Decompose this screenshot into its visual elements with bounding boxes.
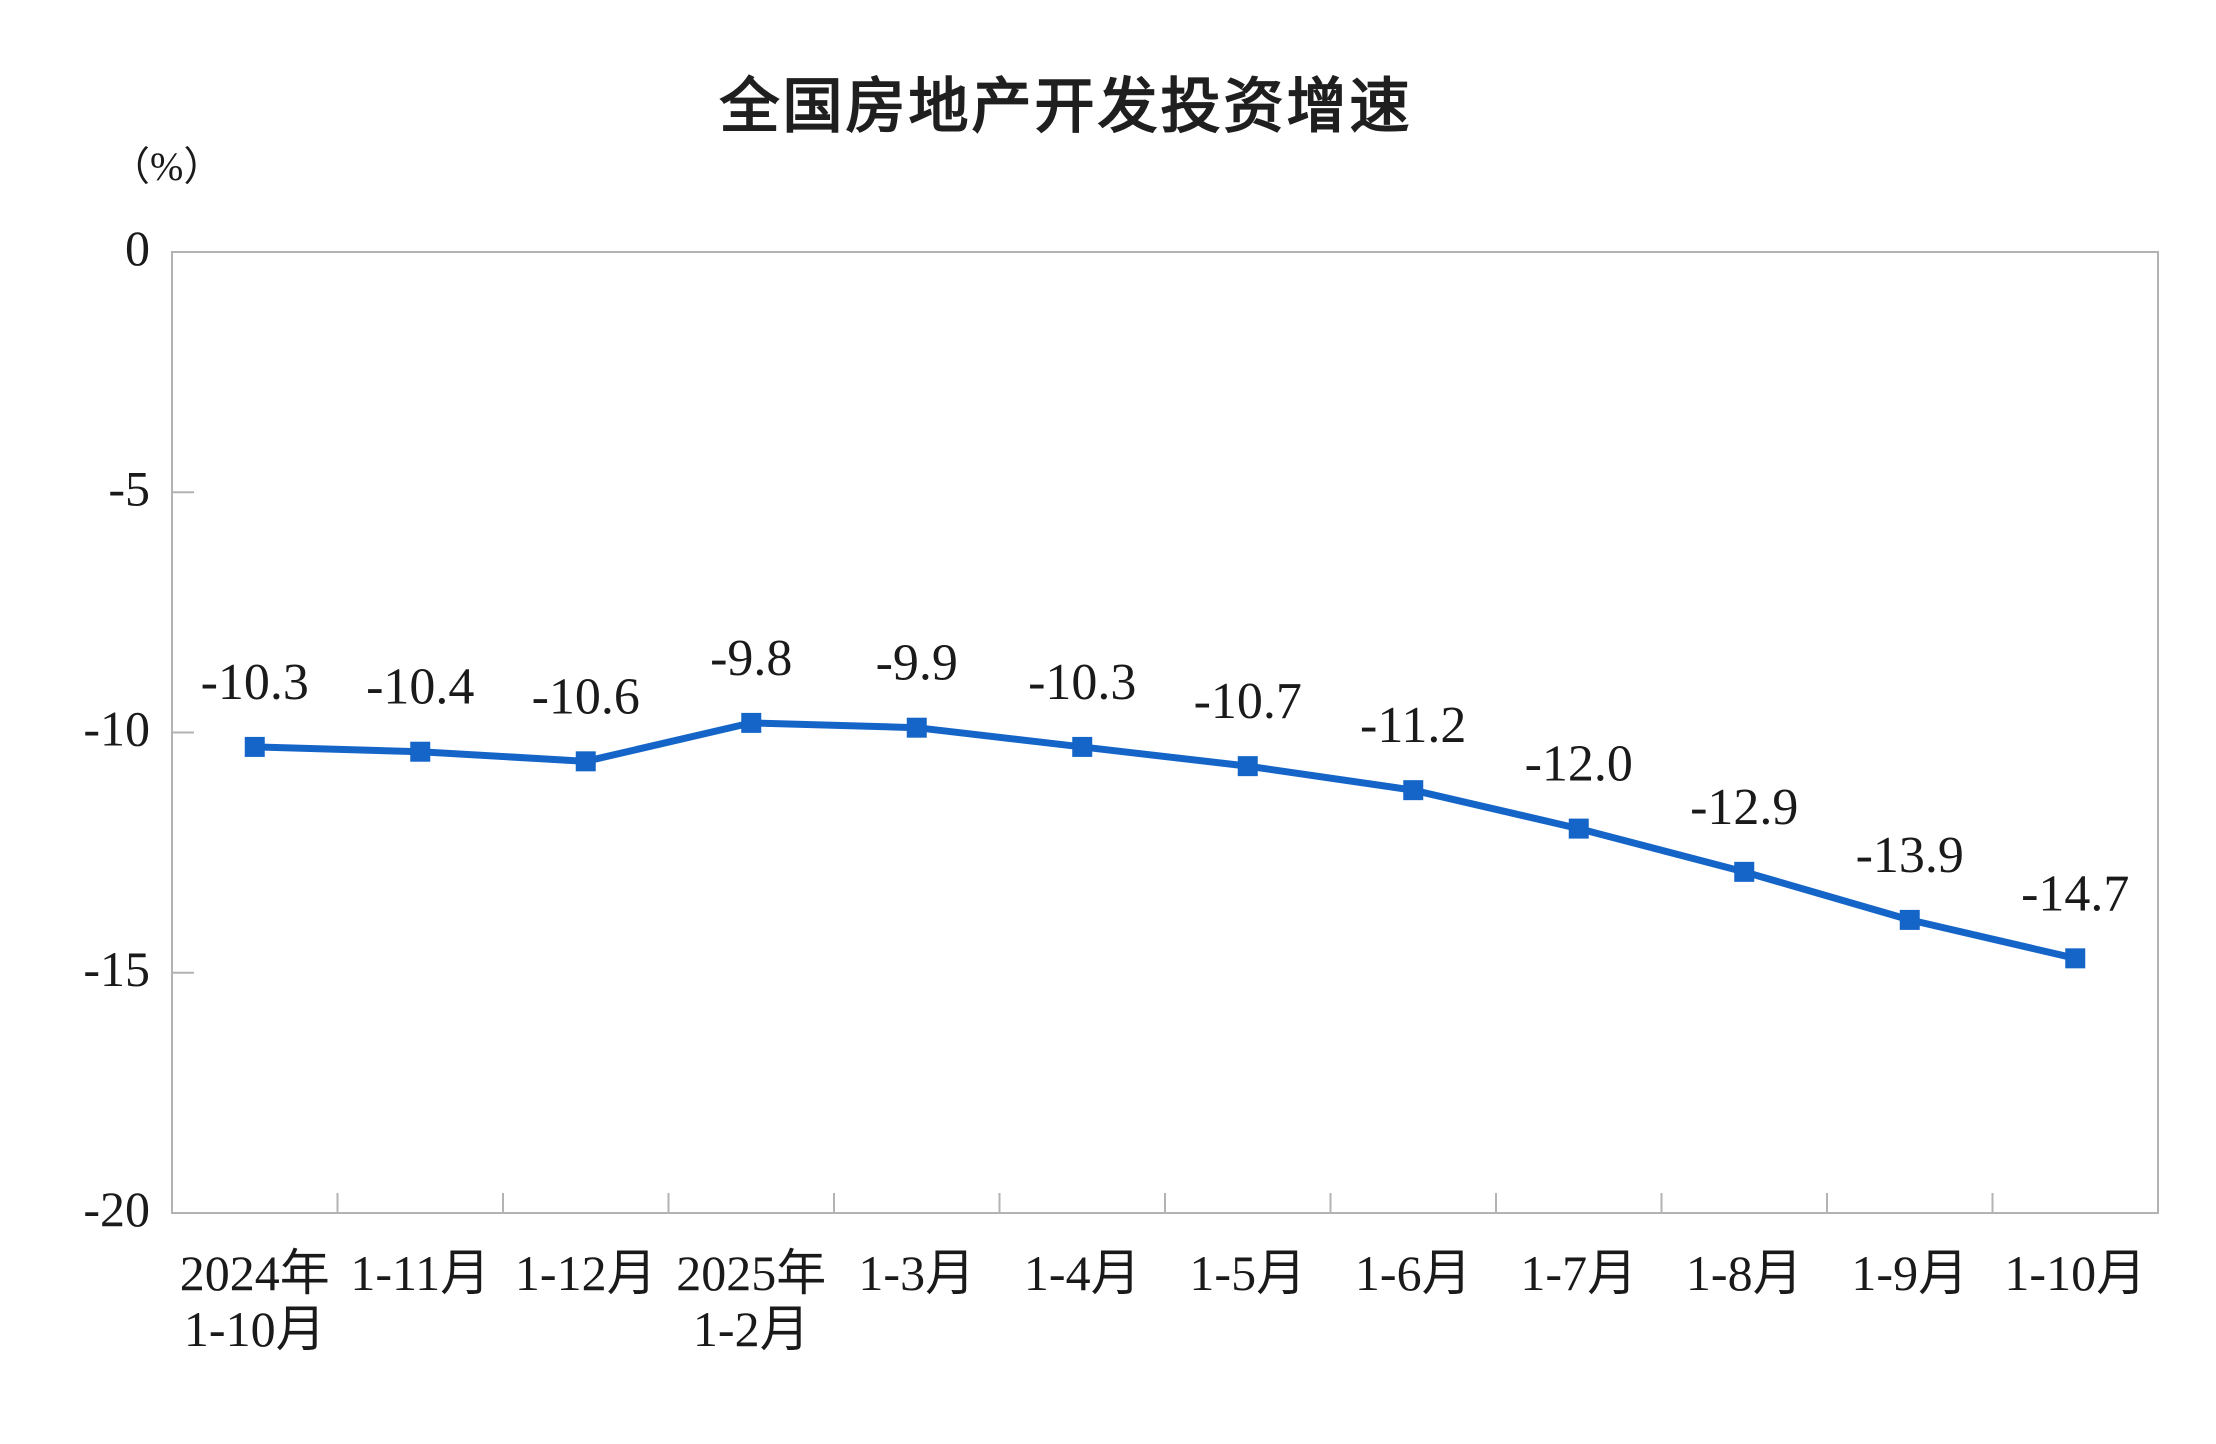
y-axis-tick-label: -15	[83, 941, 150, 997]
data-point-marker	[1403, 780, 1424, 801]
series-line	[251, 719, 2079, 962]
data-point-label: -14.7	[2021, 865, 2129, 922]
x-axis-category-label: 1-8月	[1686, 1245, 1803, 1301]
data-point-marker	[906, 717, 927, 738]
data-point-marker	[741, 712, 762, 733]
y-axis-tick-label: 0	[125, 220, 150, 276]
data-point-marker	[2065, 948, 2086, 969]
x-axis-category-label: 2025年	[676, 1245, 826, 1301]
data-point-label: -10.3	[1028, 654, 1136, 711]
chart-title: 全国房地产开发投资增速	[719, 73, 1413, 140]
data-point-label: -9.8	[710, 630, 792, 687]
plot-border	[171, 251, 2159, 1214]
data-point-label: -12.0	[1525, 736, 1633, 793]
data-point-label: -10.4	[366, 659, 474, 716]
data-point-marker	[1568, 818, 1589, 839]
data-point-marker	[1237, 756, 1258, 777]
x-axis-category-label: 1-5月	[1189, 1245, 1306, 1301]
x-axis-category-label: 2024年	[180, 1245, 330, 1301]
x-axis-category-label: 1-6月	[1355, 1245, 1472, 1301]
data-point-label: -10.6	[532, 668, 640, 725]
data-point-marker	[1072, 736, 1093, 757]
x-axis-category-label: 1-10月	[2004, 1245, 2146, 1301]
x-axis-category-label: 1-9月	[1851, 1245, 1968, 1301]
data-point-label: -10.3	[201, 654, 309, 711]
data-point-marker	[410, 741, 431, 762]
x-axis-category-label: 1-11月	[350, 1245, 490, 1301]
data-point-marker	[244, 736, 265, 757]
x-axis-category-label: 1-2月	[693, 1301, 810, 1357]
data-point-label: -11.2	[1360, 697, 1466, 754]
y-axis-tick-label: -5	[108, 460, 150, 516]
data-point-marker	[1734, 861, 1755, 882]
data-point-marker	[575, 751, 596, 772]
x-axis-category-label: 1-10月	[184, 1301, 326, 1357]
data-point-label: -10.7	[1194, 673, 1302, 730]
x-axis-category-label: 1-4月	[1024, 1245, 1141, 1301]
x-axis-category-label: 1-12月	[515, 1245, 657, 1301]
data-point-label: -9.9	[876, 635, 958, 692]
y-axis-tick-label: -20	[83, 1181, 150, 1237]
y-axis-unit-label: （%）	[110, 144, 224, 189]
y-axis-tick-label: -10	[83, 701, 150, 757]
x-axis-category-label: 1-3月	[858, 1245, 975, 1301]
x-axis-category-label: 1-7月	[1520, 1245, 1637, 1301]
data-point-label: -13.9	[1856, 827, 1964, 884]
data-point-label: -12.9	[1690, 779, 1798, 836]
data-point-marker	[1899, 909, 1920, 930]
